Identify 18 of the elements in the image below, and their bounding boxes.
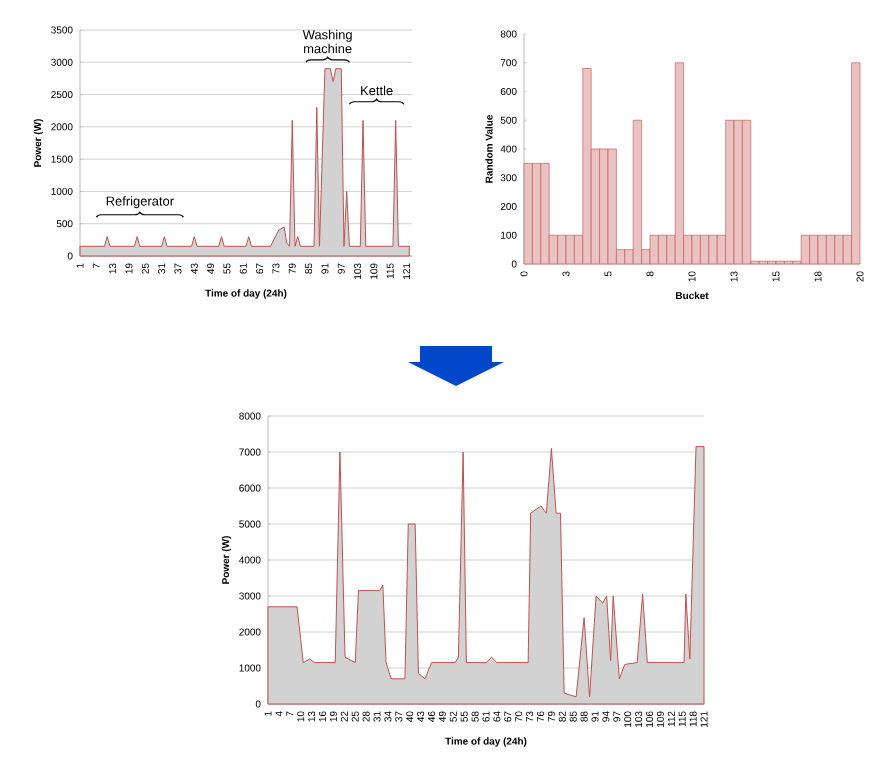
bar	[632, 119, 642, 265]
bar	[691, 234, 701, 265]
bar	[817, 234, 827, 265]
bar	[540, 163, 550, 265]
bar	[523, 163, 533, 265]
bar	[607, 148, 617, 265]
bar	[565, 234, 575, 265]
bar	[800, 234, 810, 265]
bar	[557, 234, 567, 265]
bar	[834, 234, 844, 265]
bar	[674, 62, 684, 265]
bar	[851, 62, 861, 265]
bar	[733, 119, 743, 265]
bar	[809, 234, 819, 265]
bar	[649, 234, 659, 265]
bar	[582, 68, 592, 265]
bar	[599, 148, 609, 265]
bar	[708, 234, 718, 265]
